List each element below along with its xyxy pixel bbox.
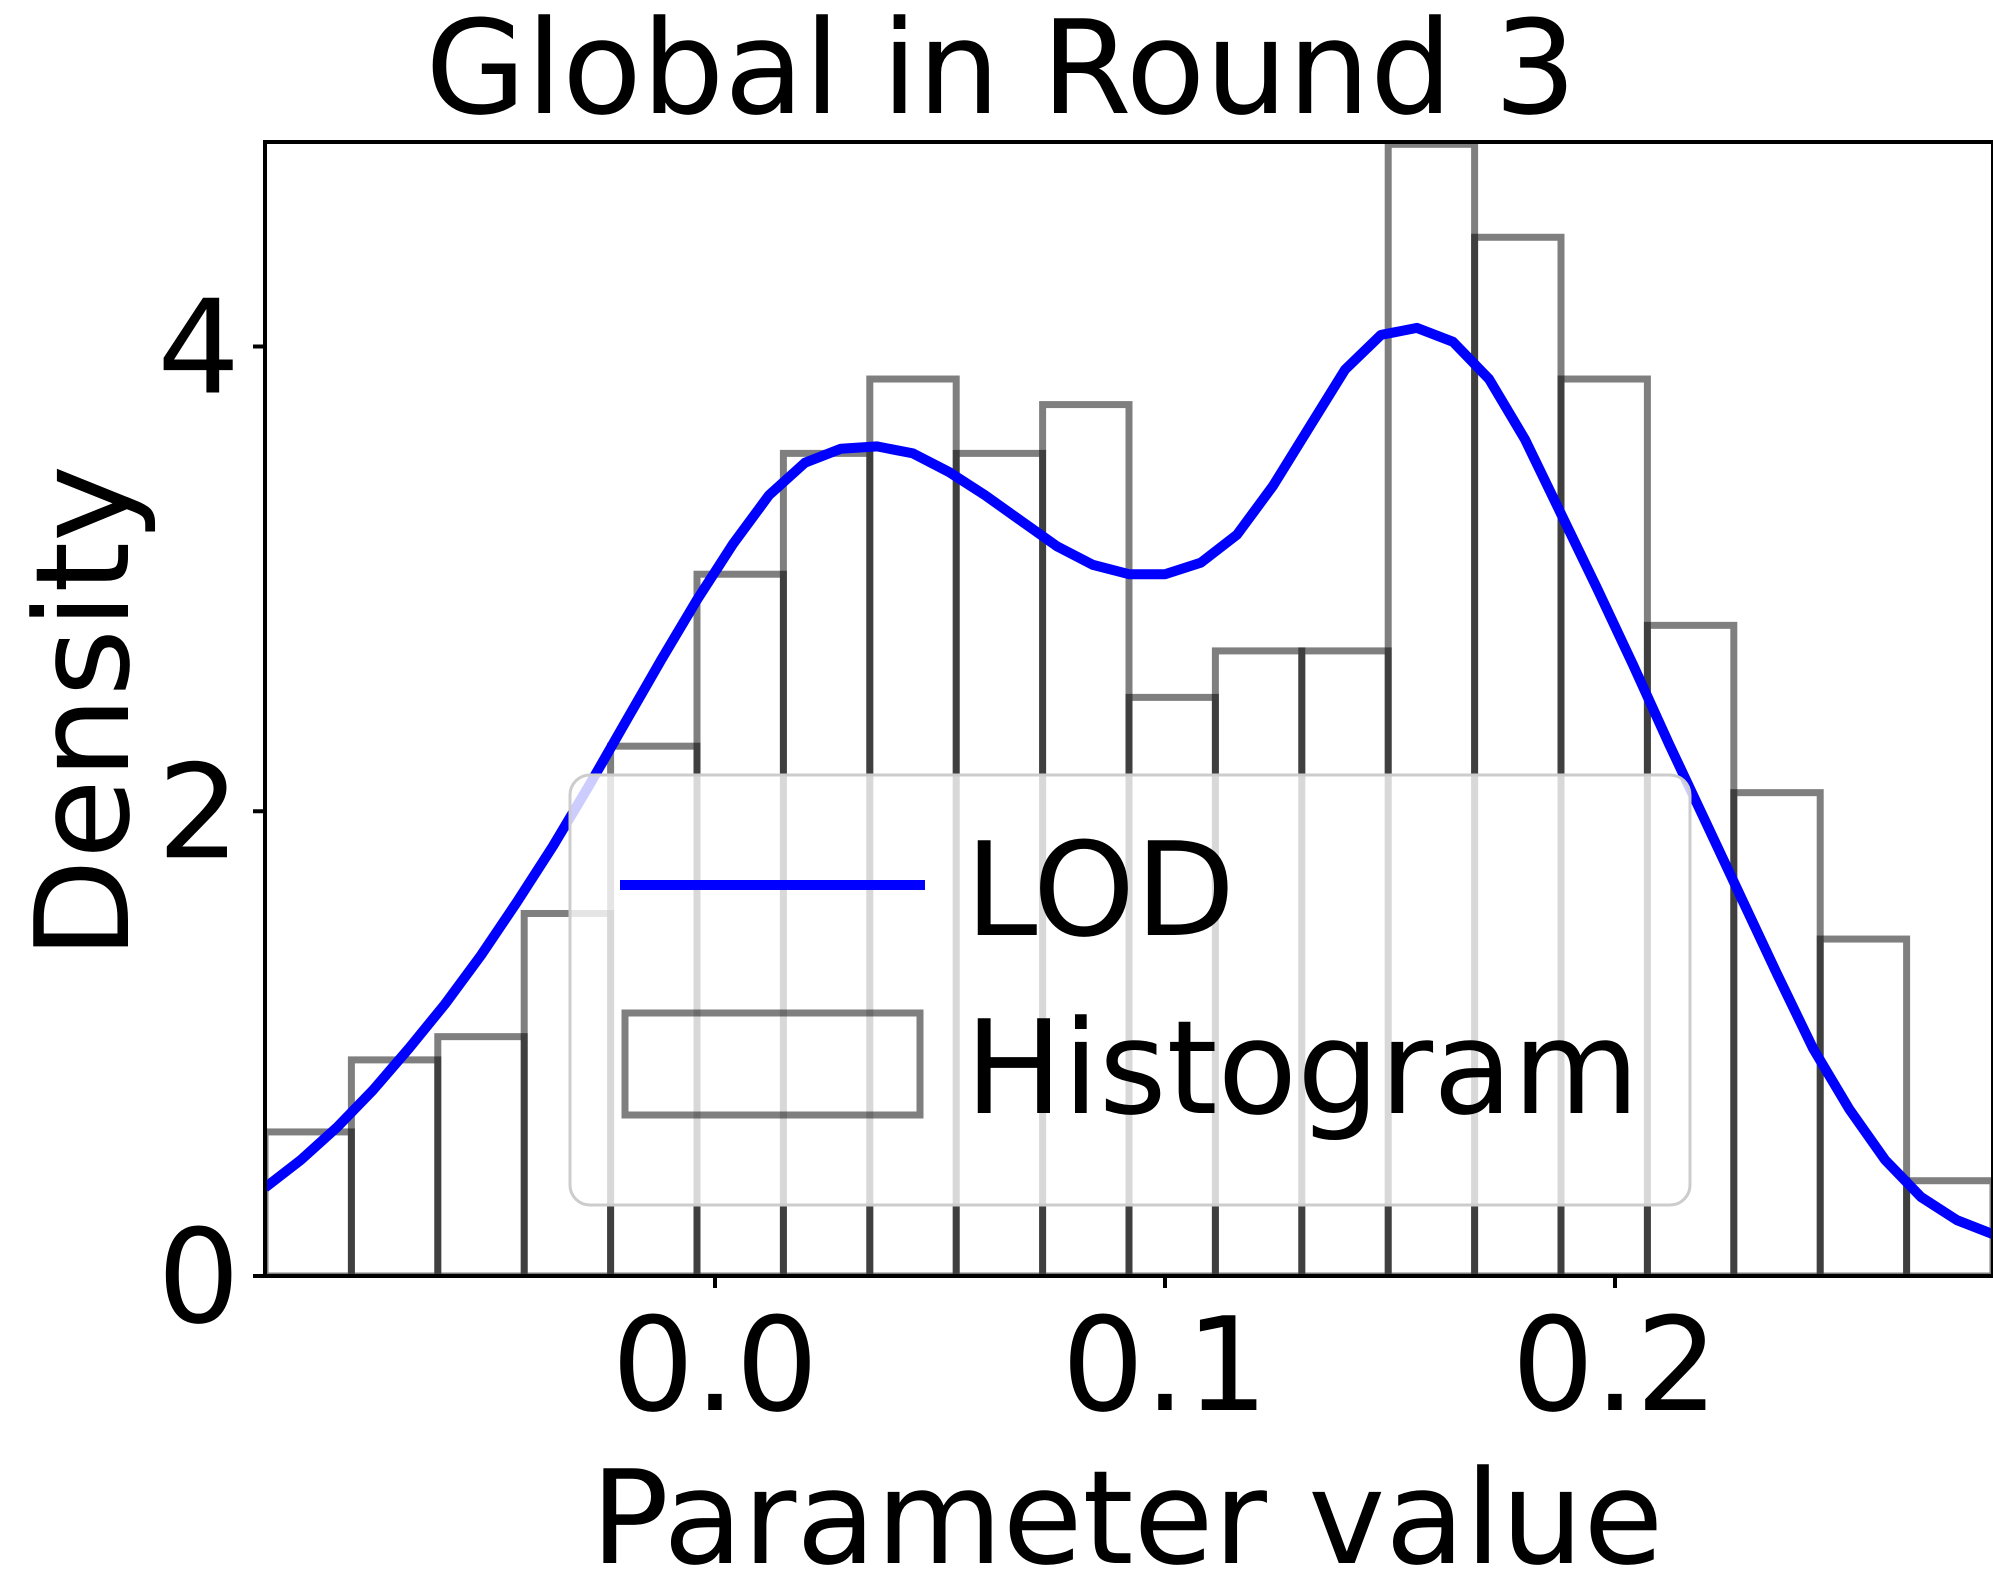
lod-line	[265, 322, 1993, 1239]
legend-lod-label: LOD	[965, 814, 1235, 966]
x-axis-ticks: 0.0 0.1 0.2	[612, 1276, 1719, 1441]
legend-histogram-label: Histogram	[965, 992, 1639, 1144]
histogram-bar	[434, 1033, 528, 1276]
y-tick-label: 4	[157, 271, 240, 423]
legend: LOD Histogram	[568, 773, 1692, 1207]
y-axis-label: Density	[7, 465, 159, 959]
legend-histogram-swatch	[621, 1009, 924, 1119]
histogram-bar	[1816, 935, 1911, 1276]
x-tick-label: 0.1	[1062, 1289, 1269, 1441]
y-tick-label: 2	[157, 736, 240, 888]
x-tick-label: 0.0	[612, 1289, 819, 1441]
y-tick-label: 0	[157, 1201, 240, 1353]
plot-frame	[263, 140, 1993, 1278]
x-tick-label: 0.2	[1512, 1289, 1719, 1441]
chart-title: Global in Round 3	[425, 0, 1576, 144]
x-axis-label: Parameter value	[591, 1442, 1664, 1591]
lod-line-group	[265, 322, 1993, 1239]
y-axis-ticks: 0 2 4	[157, 271, 265, 1353]
